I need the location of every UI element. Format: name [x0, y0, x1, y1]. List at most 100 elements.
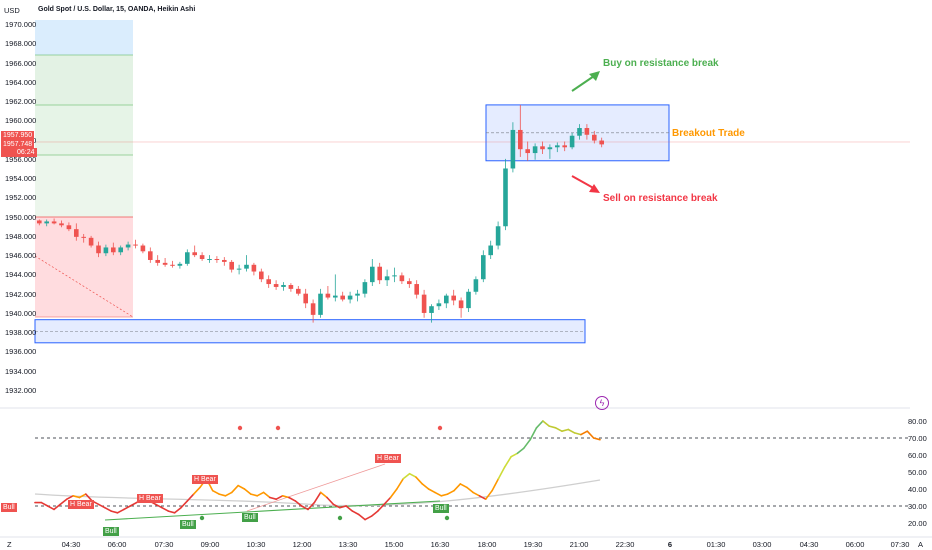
- price-tick-label: 1968.000: [5, 39, 37, 49]
- oscillator-line: [383, 496, 392, 506]
- oscillator-line: [408, 472, 417, 478]
- candle-body: [229, 261, 234, 270]
- indicator-tick-label: 30.00: [908, 502, 927, 511]
- oscillator-line: [313, 491, 322, 504]
- oscillator-line: [491, 477, 500, 492]
- candle-body: [466, 291, 471, 309]
- signal-dot: [437, 425, 443, 431]
- time-tick-label: 06:00: [845, 540, 865, 549]
- oscillator-line: [40, 501, 49, 507]
- oscillator-line: [465, 486, 474, 494]
- candle-body: [222, 259, 227, 262]
- h-bear-tag: H Bear: [375, 454, 401, 463]
- oscillator-line: [523, 438, 531, 450]
- indicator-tick-label: 50.00: [908, 468, 927, 477]
- currency-label: USD: [4, 6, 20, 15]
- price-tick-label: 1954.000: [5, 174, 37, 184]
- candle-body: [288, 285, 294, 289]
- bull-tag: Bull: [103, 527, 119, 536]
- oscillator-line: [116, 508, 125, 514]
- candle-body: [177, 263, 183, 266]
- oscillator-line: [78, 493, 87, 499]
- price-tag-top: 1957.950: [1, 131, 35, 140]
- candle-body: [451, 295, 456, 301]
- oscillator-line: [173, 506, 182, 514]
- signal-dot: [337, 515, 343, 521]
- candle-body: [251, 264, 257, 272]
- candle-body: [599, 140, 604, 145]
- oscillator-line: [154, 503, 163, 509]
- oscillator-line: [307, 501, 316, 511]
- candle-body: [392, 275, 397, 277]
- candle-body: [562, 145, 567, 148]
- candle-body: [592, 134, 597, 141]
- h-bear-tag: H Bear: [68, 500, 94, 509]
- time-tick-label: 04:30: [799, 540, 819, 549]
- price-tick-label: 1934.000: [5, 366, 37, 376]
- oscillator-line: [472, 491, 481, 497]
- candle-body: [162, 262, 168, 265]
- candle-body: [133, 244, 138, 246]
- candle-body: [532, 146, 538, 154]
- oscillator-line: [180, 500, 189, 509]
- candle-body: [481, 255, 486, 280]
- candle-body: [569, 135, 575, 148]
- price-tick-label: 1944.000: [5, 270, 37, 280]
- time-tick-label: 22:30: [615, 540, 635, 549]
- time-tick-label: 18:00: [477, 540, 497, 549]
- time-tick-label: 04:30: [61, 540, 81, 549]
- bull-tag: Bull: [180, 520, 196, 529]
- oscillator-line: [59, 498, 68, 506]
- chart-title: Gold Spot / U.S. Dollar, 15, OANDA, Heik…: [38, 6, 196, 13]
- price-tick-label: 1966.000: [5, 58, 37, 68]
- bolt-icon[interactable]: ϟ: [595, 396, 609, 410]
- oscillator-line: [224, 491, 233, 497]
- oscillator-line: [434, 491, 443, 497]
- oscillator-line: [548, 425, 557, 429]
- time-tick-label: 09:00: [200, 540, 220, 549]
- oscillator-line: [453, 483, 462, 492]
- candle-body: [185, 252, 190, 264]
- price-tick-label: 1936.000: [5, 347, 37, 357]
- auto-scale-button[interactable]: A: [918, 540, 924, 549]
- price-tick-label: 1948.000: [5, 231, 37, 241]
- oscillator-line: [332, 503, 341, 509]
- oscillator-line: [497, 466, 506, 480]
- bull-tag: Bull: [242, 513, 258, 522]
- candle-body: [273, 284, 279, 287]
- time-tick-label: 07:30: [890, 540, 910, 549]
- zoom-button[interactable]: Z: [7, 540, 12, 549]
- price-tick-label: 1952.000: [5, 193, 37, 203]
- candle-body: [355, 293, 360, 296]
- oscillator-line: [326, 496, 335, 506]
- oscillator-line: [104, 506, 112, 512]
- candle-body: [66, 225, 72, 230]
- sell-annotation[interactable]: Sell on resistance break: [603, 193, 718, 204]
- oscillator-line: [446, 489, 455, 495]
- candle-body: [384, 276, 390, 281]
- time-tick-label: 01:30: [706, 540, 726, 549]
- buy-annotation[interactable]: Buy on resistance break: [603, 58, 719, 69]
- oscillator-line: [364, 515, 373, 521]
- price-tag-countdown: 06:24: [1, 148, 37, 157]
- oscillator-line: [396, 477, 405, 490]
- price-tick-label: 1938.000: [5, 328, 37, 338]
- candle-body: [96, 245, 101, 254]
- oscillator-line: [167, 510, 176, 514]
- oscillator-line: [542, 420, 551, 427]
- oscillator-line: [535, 420, 544, 429]
- oscillator-line: [377, 503, 385, 512]
- breakout-annotation[interactable]: Breakout Trade: [672, 128, 745, 139]
- candle-body: [458, 300, 464, 309]
- oscillator-line: [567, 428, 576, 434]
- oscillator-line: [294, 500, 303, 507]
- candle-body: [192, 252, 197, 256]
- indicator-tick-label: 40.00: [908, 485, 927, 494]
- time-tick-label: 07:30: [154, 540, 174, 549]
- oscillator-line: [300, 505, 309, 511]
- oscillator-line: [503, 455, 512, 468]
- time-tick-label: 03:00: [752, 540, 772, 549]
- time-tick-label: 13:30: [338, 540, 358, 549]
- oscillator-line: [592, 437, 601, 441]
